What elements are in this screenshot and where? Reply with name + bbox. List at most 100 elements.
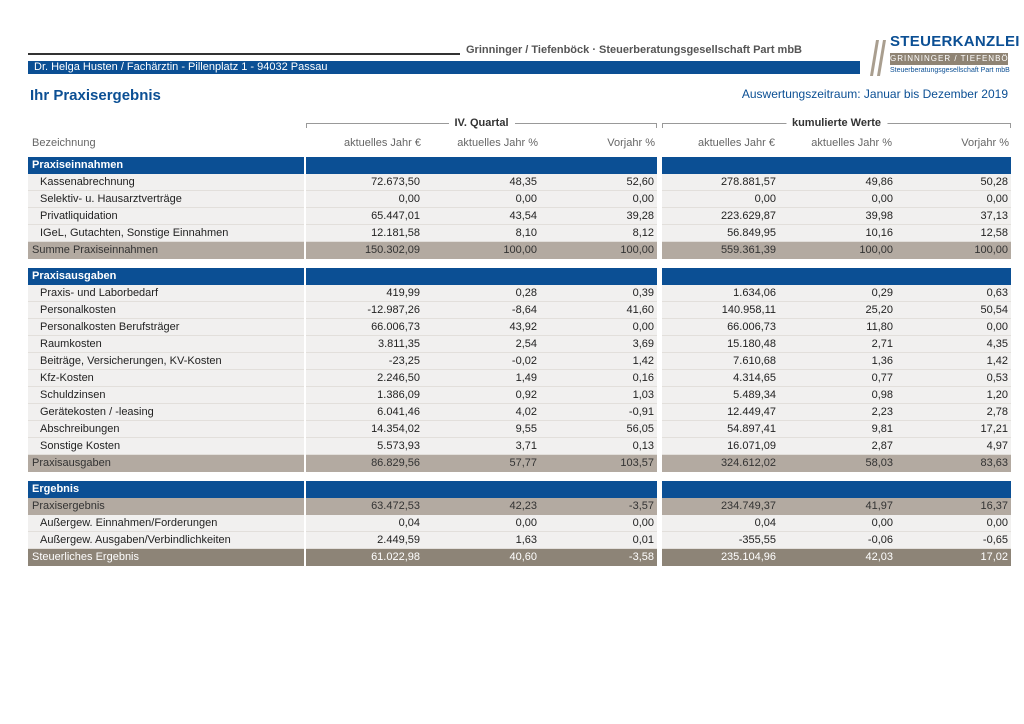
table-row: Privatliquidation 65.447,01 43,54 39,28 223.… <box>28 208 1011 225</box>
row-label: Privatliquidation <box>28 208 304 225</box>
value-cell: 2.246,50 <box>306 370 423 387</box>
table-row: Kassenabrechnung 72.673,50 48,35 52,60 278.8… <box>28 174 1011 191</box>
value-cell <box>896 268 1011 285</box>
value-cell: 0,00 <box>779 515 896 532</box>
value-cell: 278.881,57 <box>662 174 779 191</box>
value-cell: -23,25 <box>306 353 423 370</box>
value-cell: 56.849,95 <box>662 225 779 242</box>
value-cell: 0,16 <box>540 370 657 387</box>
page-title: Ihr Praxisergebnis <box>30 87 161 104</box>
value-cell: 8,12 <box>540 225 657 242</box>
value-cell: 234.749,37 <box>662 498 779 515</box>
section-header: Praxisausgaben <box>28 268 1011 285</box>
value-cell: 150.302,09 <box>306 242 423 259</box>
section-title: Praxisausgaben <box>28 268 304 285</box>
value-cell: 0,00 <box>896 515 1011 532</box>
value-cell <box>662 268 779 285</box>
logo-sub: GRINNINGER / TIEFENBÖCK <box>890 53 1022 65</box>
group-cumulative-label: kumulierte Werte <box>785 117 888 129</box>
value-cell: 1.386,09 <box>306 387 423 404</box>
value-cell: 12.181,58 <box>306 225 423 242</box>
row-label: Gerätekosten / -leasing <box>28 404 304 421</box>
value-cell: 11,80 <box>779 319 896 336</box>
value-cell <box>423 157 540 174</box>
value-cell <box>662 481 779 498</box>
value-cell: 2,87 <box>779 438 896 455</box>
value-cell: 0,00 <box>896 319 1011 336</box>
value-cell: 43,92 <box>423 319 540 336</box>
column-header: Bezeichnung <box>32 137 96 149</box>
column-header: Vorjahr % <box>607 137 655 149</box>
value-cell <box>896 157 1011 174</box>
value-cell: 12.449,47 <box>662 404 779 421</box>
row-label: Summe Praxiseinnahmen <box>28 242 304 259</box>
logo-tagline: Steuerberatungsgesellschaft Part mbB <box>890 67 1010 74</box>
column-header: aktuelles Jahr % <box>457 137 538 149</box>
section-header: Ergebnis <box>28 481 1011 498</box>
value-cell: 100,00 <box>423 242 540 259</box>
firm-name: Grinninger / Tiefenböck · Steuerberatung… <box>466 44 802 56</box>
value-cell: 0,00 <box>540 191 657 208</box>
value-cell: 0,00 <box>540 515 657 532</box>
value-cell: 61.022,98 <box>306 549 423 566</box>
value-cell: 50,28 <box>896 174 1011 191</box>
section-title: Ergebnis <box>28 481 304 498</box>
value-cell: 4,02 <box>423 404 540 421</box>
table-row: Personalkosten -12.987,26 -8,64 41,60 140.95… <box>28 302 1011 319</box>
value-cell: 37,13 <box>896 208 1011 225</box>
value-cell: 103,57 <box>540 455 657 472</box>
logo-slashes-icon <box>870 40 886 76</box>
value-cell: 0,00 <box>423 515 540 532</box>
value-cell: 9,81 <box>779 421 896 438</box>
table-row: Außergew. Ausgaben/Verbindlichkeiten 2.44… <box>28 532 1011 549</box>
value-cell: 0,13 <box>540 438 657 455</box>
value-cell: 57,77 <box>423 455 540 472</box>
value-cell: 0,92 <box>423 387 540 404</box>
value-cell: 1,63 <box>423 532 540 549</box>
value-cell: 43,54 <box>423 208 540 225</box>
value-cell: 0,00 <box>306 191 423 208</box>
group-quarter: IV. Quartal <box>306 117 657 131</box>
final-result-row: Steuerliches Ergebnis 61.022,98 40,60 -3,58… <box>28 549 1011 566</box>
value-cell: 1.634,06 <box>662 285 779 302</box>
table-row: Kfz-Kosten 2.246,50 1,49 0,16 4.314,65 0,77 0,… <box>28 370 1011 387</box>
value-cell: 559.361,39 <box>662 242 779 259</box>
row-label: IGeL, Gutachten, Sonstige Einnahmen <box>28 225 304 242</box>
value-cell: 0,00 <box>662 191 779 208</box>
value-cell: 16,37 <box>896 498 1011 515</box>
value-cell: 72.673,50 <box>306 174 423 191</box>
firm-logo: STEUERKANZLEI GRINNINGER / TIEFENBÖCK St… <box>868 33 1022 77</box>
value-cell: 2,23 <box>779 404 896 421</box>
value-cell <box>540 481 657 498</box>
column-header: aktuelles Jahr % <box>811 137 892 149</box>
value-cell: 39,98 <box>779 208 896 225</box>
table-row: Raumkosten 3.811,35 2,54 3,69 15.180,48 2,71 4… <box>28 336 1011 353</box>
value-cell <box>423 268 540 285</box>
row-label: Schuldzinsen <box>28 387 304 404</box>
value-cell: 235.104,96 <box>662 549 779 566</box>
value-cell: -3,58 <box>540 549 657 566</box>
value-cell <box>779 481 896 498</box>
value-cell: 0,04 <box>306 515 423 532</box>
value-cell: 10,16 <box>779 225 896 242</box>
value-cell: 2,54 <box>423 336 540 353</box>
value-cell: 66.006,73 <box>306 319 423 336</box>
total-row: Praxisausgaben 86.829,56 57,77 103,57 324.61… <box>28 455 1011 472</box>
row-label: Personalkosten Berufsträger <box>28 319 304 336</box>
value-cell: 63.472,53 <box>306 498 423 515</box>
table-row: Personalkosten Berufsträger 66.006,73 43,9… <box>28 319 1011 336</box>
table-row: Gerätekosten / -leasing 6.041,46 4,02 -0,91… <box>28 404 1011 421</box>
group-cumulative: kumulierte Werte <box>662 117 1011 131</box>
value-cell <box>306 481 423 498</box>
column-header: aktuelles Jahr € <box>343 137 421 149</box>
value-cell: 17,21 <box>896 421 1011 438</box>
table-row: IGeL, Gutachten, Sonstige Einnahmen 12.18… <box>28 225 1011 242</box>
value-cell: 223.629,87 <box>662 208 779 225</box>
table-row: Praxis- und Laborbedarf 419,99 0,28 0,39 1.6… <box>28 285 1011 302</box>
row-label: Kfz-Kosten <box>28 370 304 387</box>
row-label: Steuerliches Ergebnis <box>28 549 304 566</box>
value-cell: 8,10 <box>423 225 540 242</box>
value-cell <box>779 268 896 285</box>
table-row: Sonstige Kosten 5.573,93 3,71 0,13 16.071,09… <box>28 438 1011 455</box>
value-cell: 17,02 <box>896 549 1011 566</box>
